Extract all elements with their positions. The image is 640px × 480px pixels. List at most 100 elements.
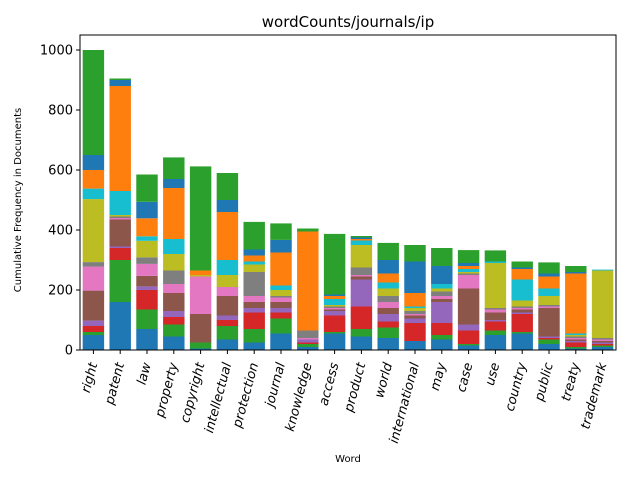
x-axis-label: Word <box>335 454 361 465</box>
bar-segment-international-8 <box>404 306 426 308</box>
bar-segment-law-8 <box>136 236 158 241</box>
bar-segment-journal-2 <box>270 312 292 319</box>
bar-segment-patent-3 <box>109 246 131 248</box>
bar-segment-case-7 <box>457 272 480 274</box>
bar-segment-trademark-2 <box>591 344 614 346</box>
bar-segment-protection-10 <box>243 249 265 256</box>
bar-segment-copyright-7 <box>189 275 212 277</box>
bar-segment-country-3 <box>511 312 533 314</box>
bar-segment-may-5 <box>431 296 453 299</box>
bar-segment-product-9 <box>350 239 373 241</box>
bar-segment-protection-5 <box>243 296 265 302</box>
bar-segment-product-10 <box>350 237 373 239</box>
bar-segment-international-7 <box>404 308 426 311</box>
bar-segment-protection-6 <box>243 272 265 296</box>
y-tick-label: 800 <box>48 104 73 119</box>
bar-segment-journal-3 <box>270 308 292 313</box>
bar-segment-patent-7 <box>109 215 131 217</box>
bar-segment-treaty-1 <box>565 347 587 349</box>
bar-segment-trademark-0 <box>591 347 614 350</box>
bar-segment-copyright-9 <box>189 270 212 275</box>
bar-segment-international-0 <box>404 341 426 350</box>
bar-segment-trademark-8 <box>591 269 614 271</box>
bar-segment-law-5 <box>136 263 158 276</box>
bar-segment-product-6 <box>350 267 373 275</box>
y-tick-label: 0 <box>65 344 73 359</box>
bar-segment-patent-8 <box>109 191 131 215</box>
bar-segment-access-9 <box>323 296 346 299</box>
x-tick-label-law: law <box>135 361 155 387</box>
bar-segment-public-2 <box>538 338 560 340</box>
bar-segment-international-2 <box>404 323 426 341</box>
x-tick-label-public: public <box>532 361 557 404</box>
bar-segment-right-3 <box>82 320 105 326</box>
bar-segment-public-6 <box>538 305 560 307</box>
bar-segment-country-11 <box>511 261 533 268</box>
bar-segment-world-4 <box>377 308 399 314</box>
x-tick-label-copyright: copyright <box>178 360 209 424</box>
bar-segment-country-8 <box>511 279 533 301</box>
x-tick-label-property: property <box>152 361 181 420</box>
bar-segment-law-2 <box>136 290 158 310</box>
bar-segment-may-0 <box>431 339 453 350</box>
bar-segment-use-4 <box>484 312 507 320</box>
bar-segment-case-0 <box>457 345 480 350</box>
bar-segment-public-0 <box>538 344 560 350</box>
bar-segment-access-8 <box>323 299 346 305</box>
bar-segment-country-2 <box>511 314 533 332</box>
y-tick-label: 600 <box>48 164 73 179</box>
bar-segment-journal-9 <box>270 252 292 286</box>
bar-segment-country-4 <box>511 309 533 313</box>
bar-segment-world-10 <box>377 260 399 274</box>
bar-segment-public-7 <box>538 296 560 305</box>
bar-segment-use-1 <box>484 330 507 335</box>
bar-segment-patent-6 <box>109 216 131 218</box>
bar-segment-product-4 <box>350 276 373 280</box>
bar-segment-patent-1 <box>109 260 131 302</box>
bar-segment-right-5 <box>82 266 105 291</box>
bar-segment-journal-5 <box>270 297 292 302</box>
bar-segment-right-10 <box>82 155 105 170</box>
bar-segment-intellectual-9 <box>216 212 239 260</box>
bar-segment-world-7 <box>377 288 399 296</box>
bar-segment-public-11 <box>538 262 560 274</box>
bar-segment-case-5 <box>457 275 480 289</box>
bar-segment-property-2 <box>163 317 185 325</box>
bar-segment-access-1 <box>323 332 346 334</box>
bar-segment-world-2 <box>377 321 399 328</box>
bar-segment-protection-4 <box>243 302 265 308</box>
bar-segment-case-10 <box>457 263 480 266</box>
bar-segment-world-3 <box>377 314 399 322</box>
y-axis: 0 200 400 600 800 1000 <box>40 44 80 359</box>
bar-segment-access-11 <box>323 233 346 295</box>
bar-segment-country-7 <box>511 300 533 307</box>
x-tick-label-may: may <box>428 361 450 393</box>
bar-segment-patent-10 <box>109 80 131 86</box>
bar-segment-protection-3 <box>243 308 265 313</box>
y-tick-label: 400 <box>48 224 73 239</box>
bar-segment-knowledge-1 <box>297 344 319 347</box>
bar-segment-copyright-0 <box>189 348 212 350</box>
bar-segment-copyright-5 <box>189 276 212 314</box>
bar-segment-public-5 <box>538 306 560 308</box>
bar-segment-international-9 <box>404 293 426 307</box>
bar-segment-trademark-3 <box>591 342 614 344</box>
bar-segment-access-7 <box>323 305 346 307</box>
bar-segment-intellectual-4 <box>216 296 239 316</box>
bar-segment-may-10 <box>431 266 453 284</box>
bar-segment-case-3 <box>457 324 480 331</box>
bar-segment-product-5 <box>350 275 373 277</box>
bar-segment-law-0 <box>136 329 158 350</box>
bar-segment-case-8 <box>457 269 480 272</box>
bar-segment-right-9 <box>82 170 105 189</box>
bar-segment-protection-8 <box>243 261 265 265</box>
bar-segment-right-4 <box>82 290 105 321</box>
bar-segment-treaty-11 <box>565 266 587 272</box>
bar-segment-world-6 <box>377 296 399 302</box>
bar-segment-property-5 <box>163 284 185 293</box>
bar-segment-international-5 <box>404 314 426 316</box>
bar-segment-copyright-1 <box>189 342 212 349</box>
bar-segment-property-7 <box>163 254 185 271</box>
bar-segment-intellectual-0 <box>216 339 239 350</box>
bar-segment-public-3 <box>538 336 560 338</box>
